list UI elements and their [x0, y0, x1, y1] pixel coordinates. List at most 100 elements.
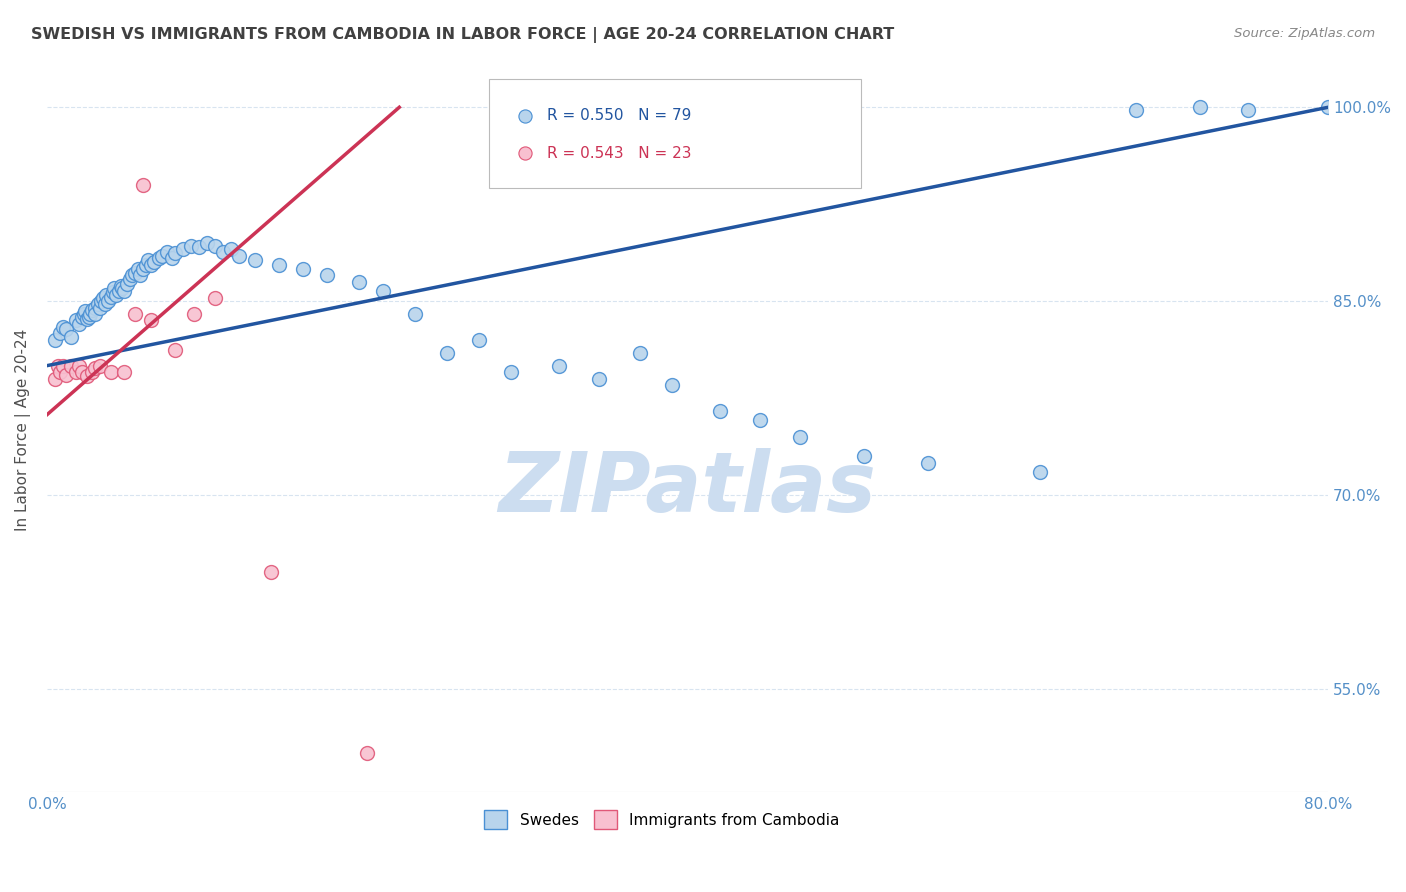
- Point: [96, 287, 118, 301]
- Point: [112, 365, 135, 379]
- Point: [628, 345, 651, 359]
- Point: [436, 345, 458, 359]
- Point: [115, 277, 138, 292]
- Text: Source: ZipAtlas.com: Source: ZipAtlas.com: [1234, 27, 1375, 40]
- Point: [501, 365, 523, 379]
- Point: [52, 319, 75, 334]
- Point: [132, 178, 155, 192]
- Point: [661, 378, 683, 392]
- Point: [204, 238, 226, 252]
- Point: [917, 456, 939, 470]
- Point: [356, 746, 378, 760]
- Point: [373, 284, 395, 298]
- Point: [80, 365, 103, 379]
- Point: [136, 252, 159, 267]
- Point: [91, 292, 114, 306]
- Legend: Swedes, Immigrants from Cambodia: Swedes, Immigrants from Cambodia: [478, 804, 845, 835]
- Point: [77, 310, 100, 324]
- Point: [46, 359, 69, 373]
- Point: [103, 281, 125, 295]
- Point: [65, 313, 87, 327]
- Point: [188, 240, 211, 254]
- Point: [84, 307, 107, 321]
- Point: [183, 307, 205, 321]
- Point: [165, 246, 187, 260]
- Text: R = 0.550   N = 79: R = 0.550 N = 79: [547, 108, 690, 123]
- Point: [100, 290, 122, 304]
- Point: [89, 359, 111, 373]
- Point: [1029, 465, 1052, 479]
- Point: [128, 268, 150, 283]
- Point: [67, 318, 90, 332]
- Point: [148, 252, 170, 266]
- Point: [124, 307, 146, 321]
- Point: [73, 307, 96, 321]
- Point: [90, 294, 112, 309]
- Point: [219, 243, 242, 257]
- Point: [97, 294, 120, 309]
- Point: [633, 252, 655, 266]
- Point: [124, 266, 146, 280]
- Point: [789, 430, 811, 444]
- Point: [748, 413, 770, 427]
- Point: [212, 244, 235, 259]
- Point: [44, 333, 66, 347]
- Point: [100, 365, 122, 379]
- Point: [80, 303, 103, 318]
- Point: [59, 330, 82, 344]
- Point: [709, 404, 731, 418]
- Point: [59, 359, 82, 373]
- Point: [1317, 100, 1340, 114]
- Point: [70, 310, 93, 324]
- Point: [121, 268, 143, 283]
- Point: [633, 184, 655, 198]
- Point: [548, 359, 571, 373]
- Point: [132, 261, 155, 276]
- Point: [127, 261, 149, 276]
- Point: [87, 296, 110, 310]
- Point: [156, 244, 179, 259]
- Point: [84, 301, 107, 315]
- Point: [93, 296, 115, 310]
- Point: [52, 359, 75, 373]
- Point: [852, 449, 875, 463]
- Point: [104, 287, 127, 301]
- Point: [55, 368, 77, 382]
- Point: [70, 365, 93, 379]
- Point: [89, 301, 111, 315]
- Point: [1125, 103, 1147, 117]
- Point: [84, 361, 107, 376]
- Point: [139, 258, 162, 272]
- Point: [120, 272, 142, 286]
- Point: [135, 258, 157, 272]
- Point: [75, 304, 97, 318]
- Point: [468, 333, 491, 347]
- FancyBboxPatch shape: [489, 79, 860, 188]
- Point: [110, 278, 132, 293]
- Point: [65, 365, 87, 379]
- Point: [49, 326, 72, 341]
- Point: [55, 322, 77, 336]
- Point: [588, 371, 610, 385]
- Text: SWEDISH VS IMMIGRANTS FROM CAMBODIA IN LABOR FORCE | AGE 20-24 CORRELATION CHART: SWEDISH VS IMMIGRANTS FROM CAMBODIA IN L…: [31, 27, 894, 43]
- Point: [292, 261, 315, 276]
- Point: [1189, 100, 1212, 114]
- Point: [204, 292, 226, 306]
- Point: [404, 307, 426, 321]
- Point: [172, 243, 194, 257]
- Point: [243, 252, 266, 267]
- Point: [111, 281, 134, 295]
- Point: [160, 252, 183, 266]
- Point: [150, 249, 173, 263]
- Point: [79, 307, 101, 321]
- Point: [269, 258, 291, 272]
- Point: [195, 235, 218, 250]
- Point: [228, 249, 250, 263]
- Point: [316, 268, 339, 283]
- Y-axis label: In Labor Force | Age 20-24: In Labor Force | Age 20-24: [15, 329, 31, 532]
- Point: [143, 255, 166, 269]
- Point: [139, 313, 162, 327]
- Point: [76, 312, 98, 326]
- Point: [44, 371, 66, 385]
- Point: [67, 359, 90, 373]
